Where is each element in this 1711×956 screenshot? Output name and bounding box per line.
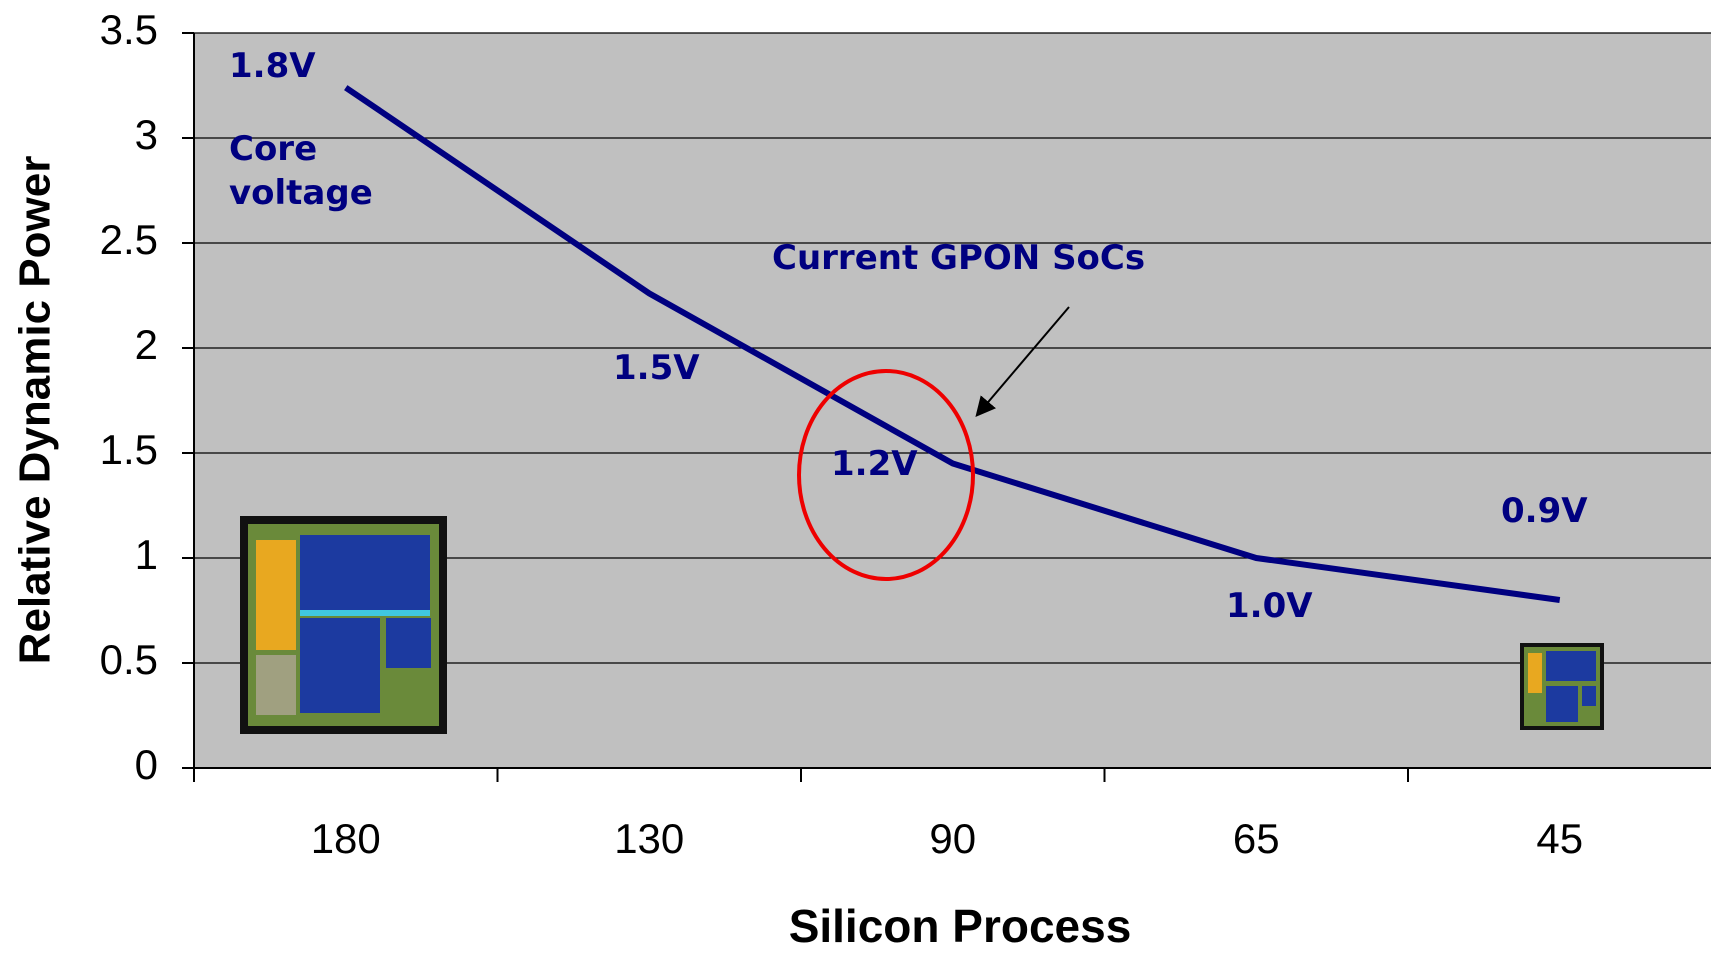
y-tick-label: 3	[135, 111, 158, 158]
x-tick-label: 90	[929, 815, 976, 862]
annotation: Core voltage	[229, 127, 419, 215]
annotation: Current GPON SoCs	[772, 236, 1145, 280]
chip-small	[1520, 643, 1604, 730]
y-tick-label: 3.5	[100, 6, 158, 53]
x-tick-label: 180	[311, 815, 381, 862]
annotation: 1.0V	[1226, 584, 1313, 628]
annotation: 1.2V	[831, 442, 918, 486]
x-axis-title: Silicon Process	[789, 900, 1132, 952]
x-tick-label: 65	[1233, 815, 1280, 862]
annotation: 1.8V	[229, 44, 316, 88]
y-tick-label: 2	[135, 321, 158, 368]
y-tick-label: 1	[135, 531, 158, 578]
x-tick-label: 45	[1536, 815, 1583, 862]
x-tick-label: 130	[614, 815, 684, 862]
page: 0 0.5 1 1.5 2 2.5 3 3.5 Silicon Process Relativ…	[0, 0, 1711, 956]
annotation: 1.5V	[613, 346, 700, 390]
y-axis-title: Relative Dynamic Power	[11, 156, 60, 665]
annotation: 0.9V	[1501, 489, 1588, 533]
y-tick-label: 1.5	[100, 426, 158, 473]
chip-large	[240, 516, 447, 734]
y-tick-label: 2.5	[100, 216, 158, 263]
y-tick-label: 0	[135, 741, 158, 788]
y-tick-label: 0.5	[100, 636, 158, 683]
